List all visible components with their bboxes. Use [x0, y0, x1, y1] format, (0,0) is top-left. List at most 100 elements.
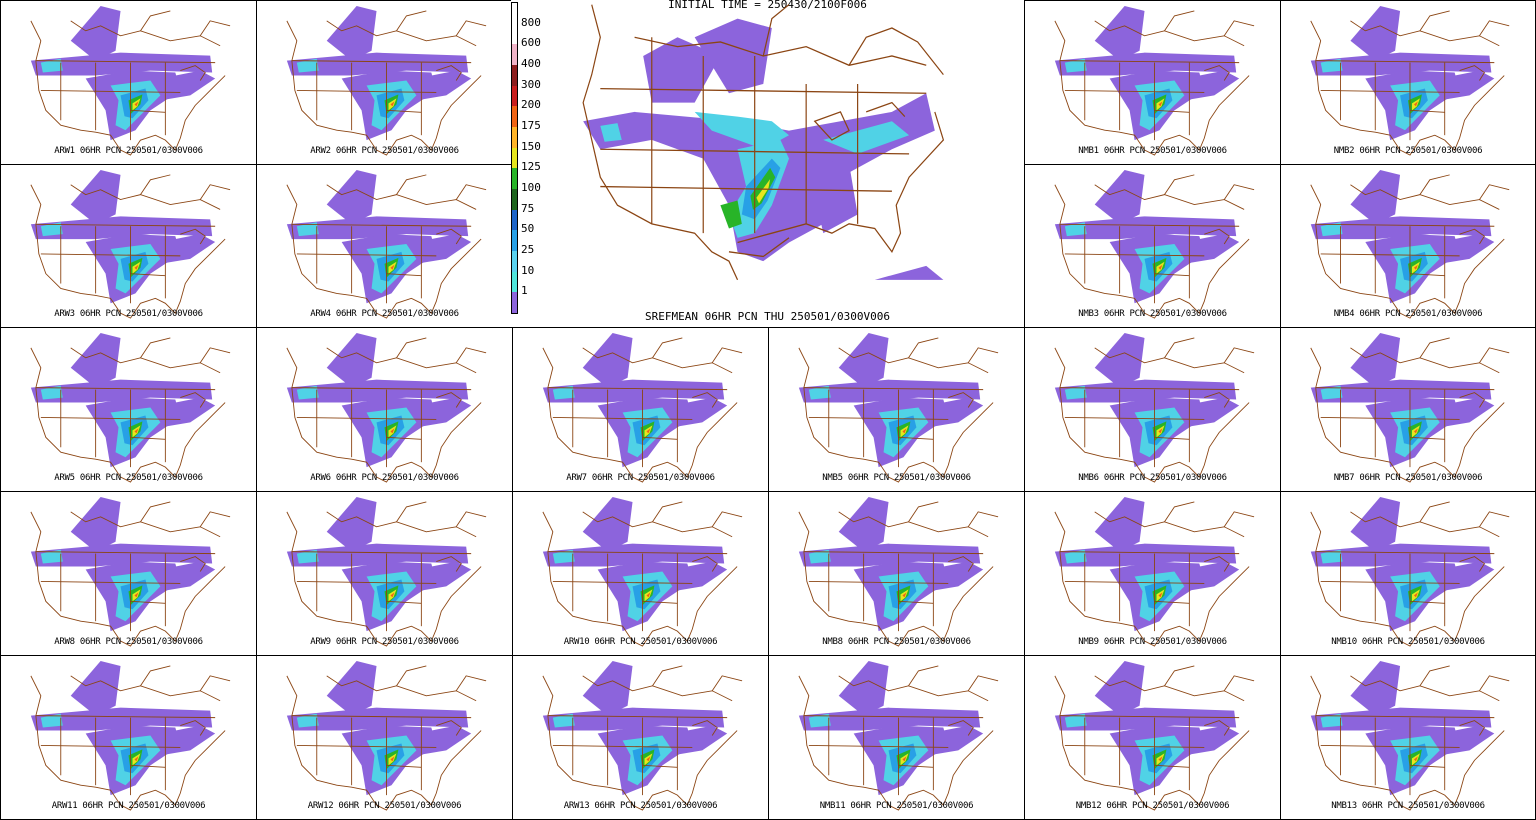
- precip-map: [1054, 332, 1255, 483]
- panel-label: ARW7 06HR PCN 250501/0300V006: [566, 473, 715, 483]
- colorbar-label: 125: [521, 160, 541, 174]
- panel-label: NMB8 06HR PCN 250501/0300V006: [822, 637, 971, 647]
- srefmean-map: [582, 4, 945, 281]
- precip-map: [1310, 5, 1510, 156]
- panel-label: NMB2 06HR PCN 250501/0300V006: [1333, 146, 1483, 156]
- colorbar-segment: [512, 292, 517, 314]
- model-panel: ARW7 06HR PCN 250501/0300V006: [512, 327, 769, 492]
- panel-label: ARW8 06HR PCN 250501/0300V006: [54, 637, 203, 647]
- colorbar-segment: [512, 65, 517, 87]
- panel-label: ARW9 06HR PCN 250501/0300V006: [310, 637, 459, 647]
- colorbar-segment: [512, 106, 517, 128]
- model-panel: NMB2 06HR PCN 250501/0300V006: [1280, 0, 1536, 165]
- model-panel: ARW6 06HR PCN 250501/0300V006: [256, 327, 513, 492]
- model-panel: ARW12 06HR PCN 250501/0300V006: [256, 655, 513, 820]
- colorbar-label: 25: [521, 243, 535, 256]
- srefmean-panel: INITIAL TIME = 250430/2100F006: [511, 0, 1024, 327]
- model-panel: NMB5 06HR PCN 250501/0300V006: [768, 327, 1025, 492]
- panel-label: NMB9 06HR PCN 250501/0300V006: [1078, 637, 1227, 647]
- colorbar-segment: [512, 3, 517, 25]
- panel-label: ARW10 06HR PCN 250501/0300V006: [563, 637, 718, 647]
- colorbar-segment: [512, 44, 517, 66]
- model-panel: ARW1 06HR PCN 250501/0300V006: [0, 0, 257, 165]
- colorbar-label: 400: [521, 57, 541, 70]
- precip-map: [30, 169, 231, 319]
- precip-map: [542, 332, 743, 483]
- model-panel: ARW2 06HR PCN 250501/0300V006: [256, 0, 513, 165]
- model-panel: ARW9 06HR PCN 250501/0300V006: [256, 491, 513, 656]
- colorbar-segment: [512, 189, 517, 211]
- precip-map: [286, 660, 487, 811]
- model-panel: ARW5 06HR PCN 250501/0300V006: [0, 327, 257, 492]
- model-panel: NMB12 06HR PCN 250501/0300V006: [1024, 655, 1281, 820]
- colorbar-label: 100: [521, 181, 541, 194]
- panel-label: NMB3 06HR PCN 250501/0300V006: [1078, 309, 1227, 319]
- precip-map: [30, 332, 231, 483]
- colorbar-segment: [512, 127, 517, 149]
- precip-map: [30, 5, 231, 156]
- panel-label: ARW2 06HR PCN 250501/0300V006: [310, 146, 459, 156]
- initial-time-label: INITIAL TIME = 250430/2100F006: [668, 0, 867, 11]
- precip-map: [798, 496, 999, 647]
- colorbar-segment: [512, 271, 517, 293]
- precip-map: [1310, 496, 1510, 647]
- colorbar-label: 150: [521, 139, 541, 153]
- colorbar-label: 300: [521, 77, 541, 91]
- colorbar-label: 75: [521, 201, 535, 215]
- panel-label: NMB7 06HR PCN 250501/0300V006: [1333, 473, 1483, 483]
- model-panel: ARW8 06HR PCN 250501/0300V006: [0, 491, 257, 656]
- panel-label: ARW12 06HR PCN 250501/0300V006: [307, 801, 462, 811]
- srefmean-title: SREFMEAN 06HR PCN THU 250501/0300V006: [644, 310, 891, 323]
- panel-label: ARW3 06HR PCN 250501/0300V006: [54, 309, 203, 319]
- panel-label: NMB12 06HR PCN 250501/0300V006: [1075, 801, 1230, 811]
- panel-label: NMB5 06HR PCN 250501/0300V006: [822, 473, 971, 483]
- panel-label: ARW1 06HR PCN 250501/0300V006: [54, 146, 203, 156]
- colorbar-segment: [512, 147, 517, 169]
- precip-map: [286, 169, 487, 319]
- precip-map: [798, 332, 999, 483]
- model-panel: NMB3 06HR PCN 250501/0300V006: [1024, 164, 1281, 328]
- precip-map: [1310, 169, 1510, 319]
- panel-label: NMB13 06HR PCN 250501/0300V006: [1331, 801, 1485, 811]
- panel-label: ARW11 06HR PCN 250501/0300V006: [51, 801, 206, 811]
- panel-label: ARW5 06HR PCN 250501/0300V006: [54, 473, 203, 483]
- panel-label: NMB11 06HR PCN 250501/0300V006: [819, 801, 974, 811]
- model-panel: ARW4 06HR PCN 250501/0300V006: [256, 164, 513, 328]
- panel-label: NMB10 06HR PCN 250501/0300V006: [1331, 637, 1485, 647]
- precip-map: [542, 496, 743, 647]
- colorbar-segment: [512, 23, 517, 45]
- model-panel: NMB9 06HR PCN 250501/0300V006: [1024, 491, 1281, 656]
- panel-label: NMB4 06HR PCN 250501/0300V006: [1333, 309, 1483, 319]
- precip-colorbar: [511, 2, 518, 314]
- model-panel: NMB11 06HR PCN 250501/0300V006: [768, 655, 1025, 820]
- precip-map: [542, 660, 743, 811]
- precip-map: [1310, 332, 1510, 483]
- precip-map: [286, 496, 487, 647]
- model-panel: NMB10 06HR PCN 250501/0300V006: [1280, 491, 1536, 656]
- colorbar-segment: [512, 251, 517, 273]
- colorbar-segment: [512, 209, 517, 231]
- precip-map: [1054, 5, 1255, 156]
- precip-map: [30, 496, 231, 647]
- precip-map: [798, 660, 999, 811]
- panel-label: ARW6 06HR PCN 250501/0300V006: [310, 473, 459, 483]
- model-panel: NMB6 06HR PCN 250501/0300V006: [1024, 327, 1281, 492]
- model-panel: NMB4 06HR PCN 250501/0300V006: [1280, 164, 1536, 328]
- colorbar-segment: [512, 230, 517, 252]
- colorbar-label: 1: [521, 284, 528, 298]
- colorbar-label: 10: [521, 263, 535, 277]
- precip-map: [30, 660, 231, 811]
- colorbar-segment: [512, 168, 517, 190]
- panel-label: NMB6 06HR PCN 250501/0300V006: [1078, 473, 1227, 483]
- model-panel: ARW10 06HR PCN 250501/0300V006: [512, 491, 769, 656]
- precip-map: [1054, 660, 1255, 811]
- colorbar-label: 200: [521, 98, 541, 112]
- panel-label: NMB1 06HR PCN 250501/0300V006: [1078, 146, 1227, 156]
- model-panel: ARW3 06HR PCN 250501/0300V006: [0, 164, 257, 328]
- precip-map: [1054, 169, 1255, 319]
- precip-map: [1310, 660, 1510, 811]
- model-panel: ARW13 06HR PCN 250501/0300V006: [512, 655, 769, 820]
- model-panel: NMB8 06HR PCN 250501/0300V006: [768, 491, 1025, 656]
- colorbar-label: 600: [521, 36, 541, 50]
- colorbar-segment: [512, 85, 517, 107]
